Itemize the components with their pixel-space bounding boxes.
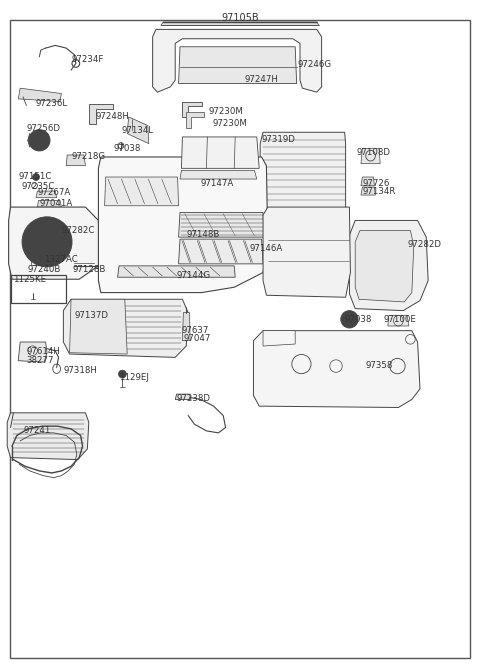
Polygon shape — [127, 117, 149, 144]
Text: 97151C: 97151C — [18, 172, 52, 181]
Polygon shape — [179, 212, 264, 237]
Polygon shape — [9, 207, 103, 279]
Polygon shape — [175, 394, 191, 399]
Text: 97105B: 97105B — [221, 13, 259, 23]
Polygon shape — [179, 239, 263, 264]
Polygon shape — [63, 299, 188, 357]
Text: 97726: 97726 — [363, 179, 390, 188]
Polygon shape — [182, 102, 202, 117]
Polygon shape — [18, 88, 61, 102]
Polygon shape — [70, 299, 127, 354]
Text: 97041A: 97041A — [39, 199, 72, 208]
Circle shape — [119, 370, 126, 378]
Text: 97100E: 97100E — [384, 315, 417, 324]
Text: 97358: 97358 — [366, 361, 393, 369]
Polygon shape — [89, 104, 113, 124]
Polygon shape — [98, 157, 268, 293]
Text: 97134R: 97134R — [363, 187, 396, 196]
Text: 97038: 97038 — [345, 315, 372, 324]
Polygon shape — [153, 29, 322, 92]
Text: 97282C: 97282C — [61, 226, 95, 234]
Polygon shape — [181, 137, 259, 168]
Text: 97047: 97047 — [183, 334, 211, 343]
Text: 97230M: 97230M — [209, 107, 244, 116]
Circle shape — [43, 238, 51, 246]
Text: 38277: 38277 — [26, 356, 54, 365]
Polygon shape — [179, 47, 297, 84]
Text: 97614H: 97614H — [26, 347, 60, 356]
Text: 97247H: 97247H — [245, 75, 279, 84]
Bar — [11, 275, 66, 303]
Polygon shape — [182, 313, 190, 341]
Polygon shape — [388, 315, 409, 326]
Circle shape — [29, 130, 50, 151]
Text: 97267A: 97267A — [37, 188, 71, 197]
Text: 1129EJ: 1129EJ — [119, 373, 149, 381]
Text: 97128B: 97128B — [73, 265, 107, 273]
Text: 97134L: 97134L — [122, 126, 154, 134]
Polygon shape — [118, 266, 235, 277]
Polygon shape — [355, 230, 414, 302]
Text: 97218G: 97218G — [71, 152, 105, 161]
Text: 1327AC: 1327AC — [44, 255, 78, 264]
Polygon shape — [253, 331, 420, 407]
Text: 97235C: 97235C — [21, 182, 55, 190]
Polygon shape — [37, 200, 61, 207]
Text: 97146A: 97146A — [250, 244, 283, 253]
Text: 97248H: 97248H — [95, 112, 129, 121]
Text: 97230M: 97230M — [212, 119, 247, 128]
Text: 97241: 97241 — [23, 426, 50, 435]
Polygon shape — [36, 191, 57, 198]
Polygon shape — [18, 342, 47, 362]
Text: 97108D: 97108D — [356, 148, 390, 157]
Polygon shape — [161, 22, 319, 25]
Polygon shape — [260, 132, 346, 208]
Polygon shape — [361, 177, 374, 186]
Text: 97319D: 97319D — [262, 135, 296, 144]
Polygon shape — [361, 148, 380, 164]
Polygon shape — [66, 155, 85, 166]
Text: 97256D: 97256D — [26, 124, 60, 132]
Text: 97282D: 97282D — [407, 240, 441, 249]
Polygon shape — [263, 331, 295, 346]
Text: 97144G: 97144G — [177, 271, 211, 279]
Text: 97246G: 97246G — [298, 60, 332, 69]
Text: 97637: 97637 — [181, 326, 209, 335]
Polygon shape — [186, 112, 204, 128]
Text: 1125KE: 1125KE — [13, 275, 47, 284]
Circle shape — [33, 174, 39, 180]
Text: 97318H: 97318H — [63, 366, 97, 375]
Polygon shape — [105, 177, 179, 206]
Text: 97238D: 97238D — [177, 394, 211, 403]
Text: 97148B: 97148B — [186, 230, 220, 239]
Text: 97234F: 97234F — [71, 55, 103, 63]
Text: 97236L: 97236L — [36, 99, 68, 108]
Bar — [31, 255, 42, 265]
Polygon shape — [180, 170, 257, 179]
Circle shape — [22, 217, 72, 267]
Text: 97147A: 97147A — [201, 179, 234, 188]
Polygon shape — [263, 207, 350, 297]
Polygon shape — [7, 413, 89, 460]
Text: 97137D: 97137D — [74, 311, 108, 319]
Polygon shape — [361, 187, 375, 195]
Polygon shape — [349, 220, 428, 311]
Text: 97240B: 97240B — [28, 265, 61, 273]
Circle shape — [341, 311, 358, 328]
Text: 97038: 97038 — [113, 144, 141, 152]
